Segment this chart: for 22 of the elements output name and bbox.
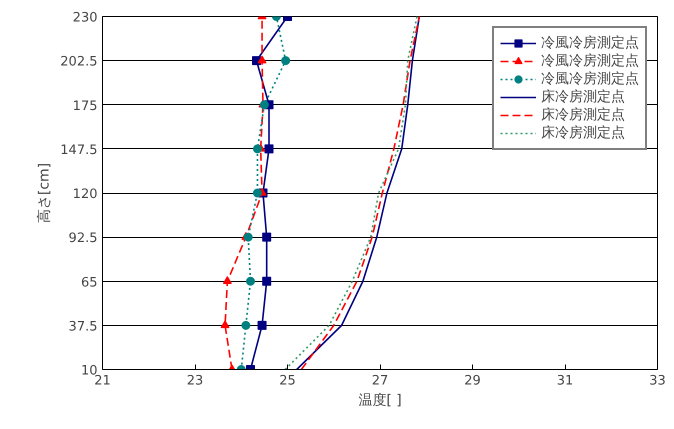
y-tick-label: 147.5 xyxy=(60,142,98,158)
legend-label: 冷風冷房測定点 xyxy=(541,70,639,88)
legend-label: 冷風冷房測定点 xyxy=(541,52,639,70)
legend-label: 床冷房測定点 xyxy=(541,124,625,142)
legend-label: 冷風冷房測定点 xyxy=(541,34,639,52)
y-axis-title: 高さ[cm] xyxy=(36,162,52,224)
legend-label: 床冷房測定点 xyxy=(541,88,625,106)
legend-label: 床冷房測定点 xyxy=(541,106,625,124)
y-tick-label: 37.5 xyxy=(68,319,98,334)
x-tick-label: 23 xyxy=(186,374,204,388)
y-tick-label: 175 xyxy=(72,98,98,114)
x-tick-label: 33 xyxy=(649,374,666,388)
y-tick-label: 120 xyxy=(72,187,98,202)
y-tick-label: 230 xyxy=(72,10,98,26)
x-tick-label: 29 xyxy=(464,374,481,388)
x-tick-label: 27 xyxy=(372,374,388,388)
y-tick-label: 202.5 xyxy=(60,54,98,70)
y-tick-label: 65 xyxy=(80,275,98,290)
y-tick-label: 92.5 xyxy=(68,231,98,246)
x-tick-label: 31 xyxy=(556,374,574,388)
x-tick-label: 25 xyxy=(279,374,296,388)
x-axis-title: 温度[ ] xyxy=(358,392,402,408)
